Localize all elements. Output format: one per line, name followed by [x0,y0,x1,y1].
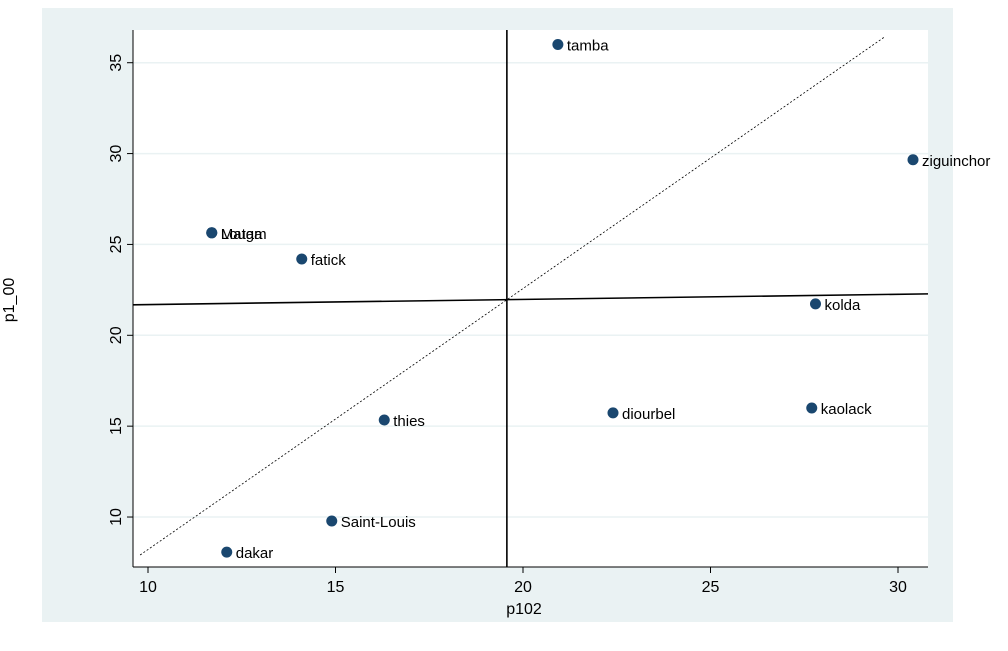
point [907,154,919,166]
point [326,515,338,527]
point [221,546,233,558]
point [552,39,564,51]
point [806,402,818,414]
point-label: Saint-Louis [341,514,416,531]
y-tick-label: 15 [108,417,125,435]
point-label: fatick [311,252,347,269]
y-tick-label: 25 [108,235,125,253]
y-axis-label: p1_00 [1,278,18,323]
y-tick-label: 20 [108,326,125,344]
point [206,227,218,239]
point [607,407,619,419]
reference-line [139,36,886,556]
point [810,298,821,310]
x-tick-label: 10 [139,579,157,596]
x-tick-label: 15 [327,579,345,596]
point [378,414,390,426]
point-label: diourbel [622,406,675,423]
y-tick-label: 30 [108,145,125,163]
x-tick-label: 25 [702,579,720,596]
point-label: tamba [567,38,609,55]
point [296,253,308,265]
y-tick-label: 10 [108,508,125,526]
point-label: ziguinchor [922,153,990,170]
point-label: dakar [236,545,274,562]
x-axis-label: p102 [506,601,542,618]
plot-area [133,30,928,567]
point-label: kolda [825,297,862,314]
point-label: Louga [221,226,263,243]
point-label: kaolack [821,401,872,418]
x-tick-label: 20 [514,579,532,596]
reference-line [132,293,929,306]
x-tick-label: 30 [889,579,907,596]
point-label: Matam [221,226,267,243]
point-label: thies [393,413,425,430]
y-tick-label: 35 [108,54,125,72]
